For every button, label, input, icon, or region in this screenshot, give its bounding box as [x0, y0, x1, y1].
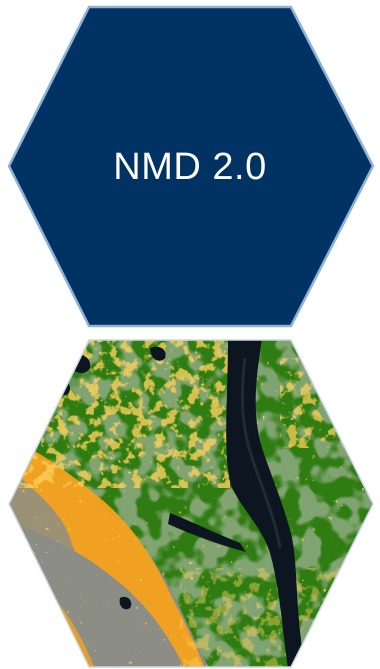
- title-hexagon: [7, 5, 375, 328]
- map-hexagon-border: [8, 339, 374, 668]
- title-hexagon-shape: [7, 5, 375, 328]
- hexagon-title: NMD 2.0: [113, 145, 267, 188]
- map-hexagon: [8, 339, 374, 668]
- land-cover-map: [9, 340, 373, 667]
- water-area: [226, 340, 305, 667]
